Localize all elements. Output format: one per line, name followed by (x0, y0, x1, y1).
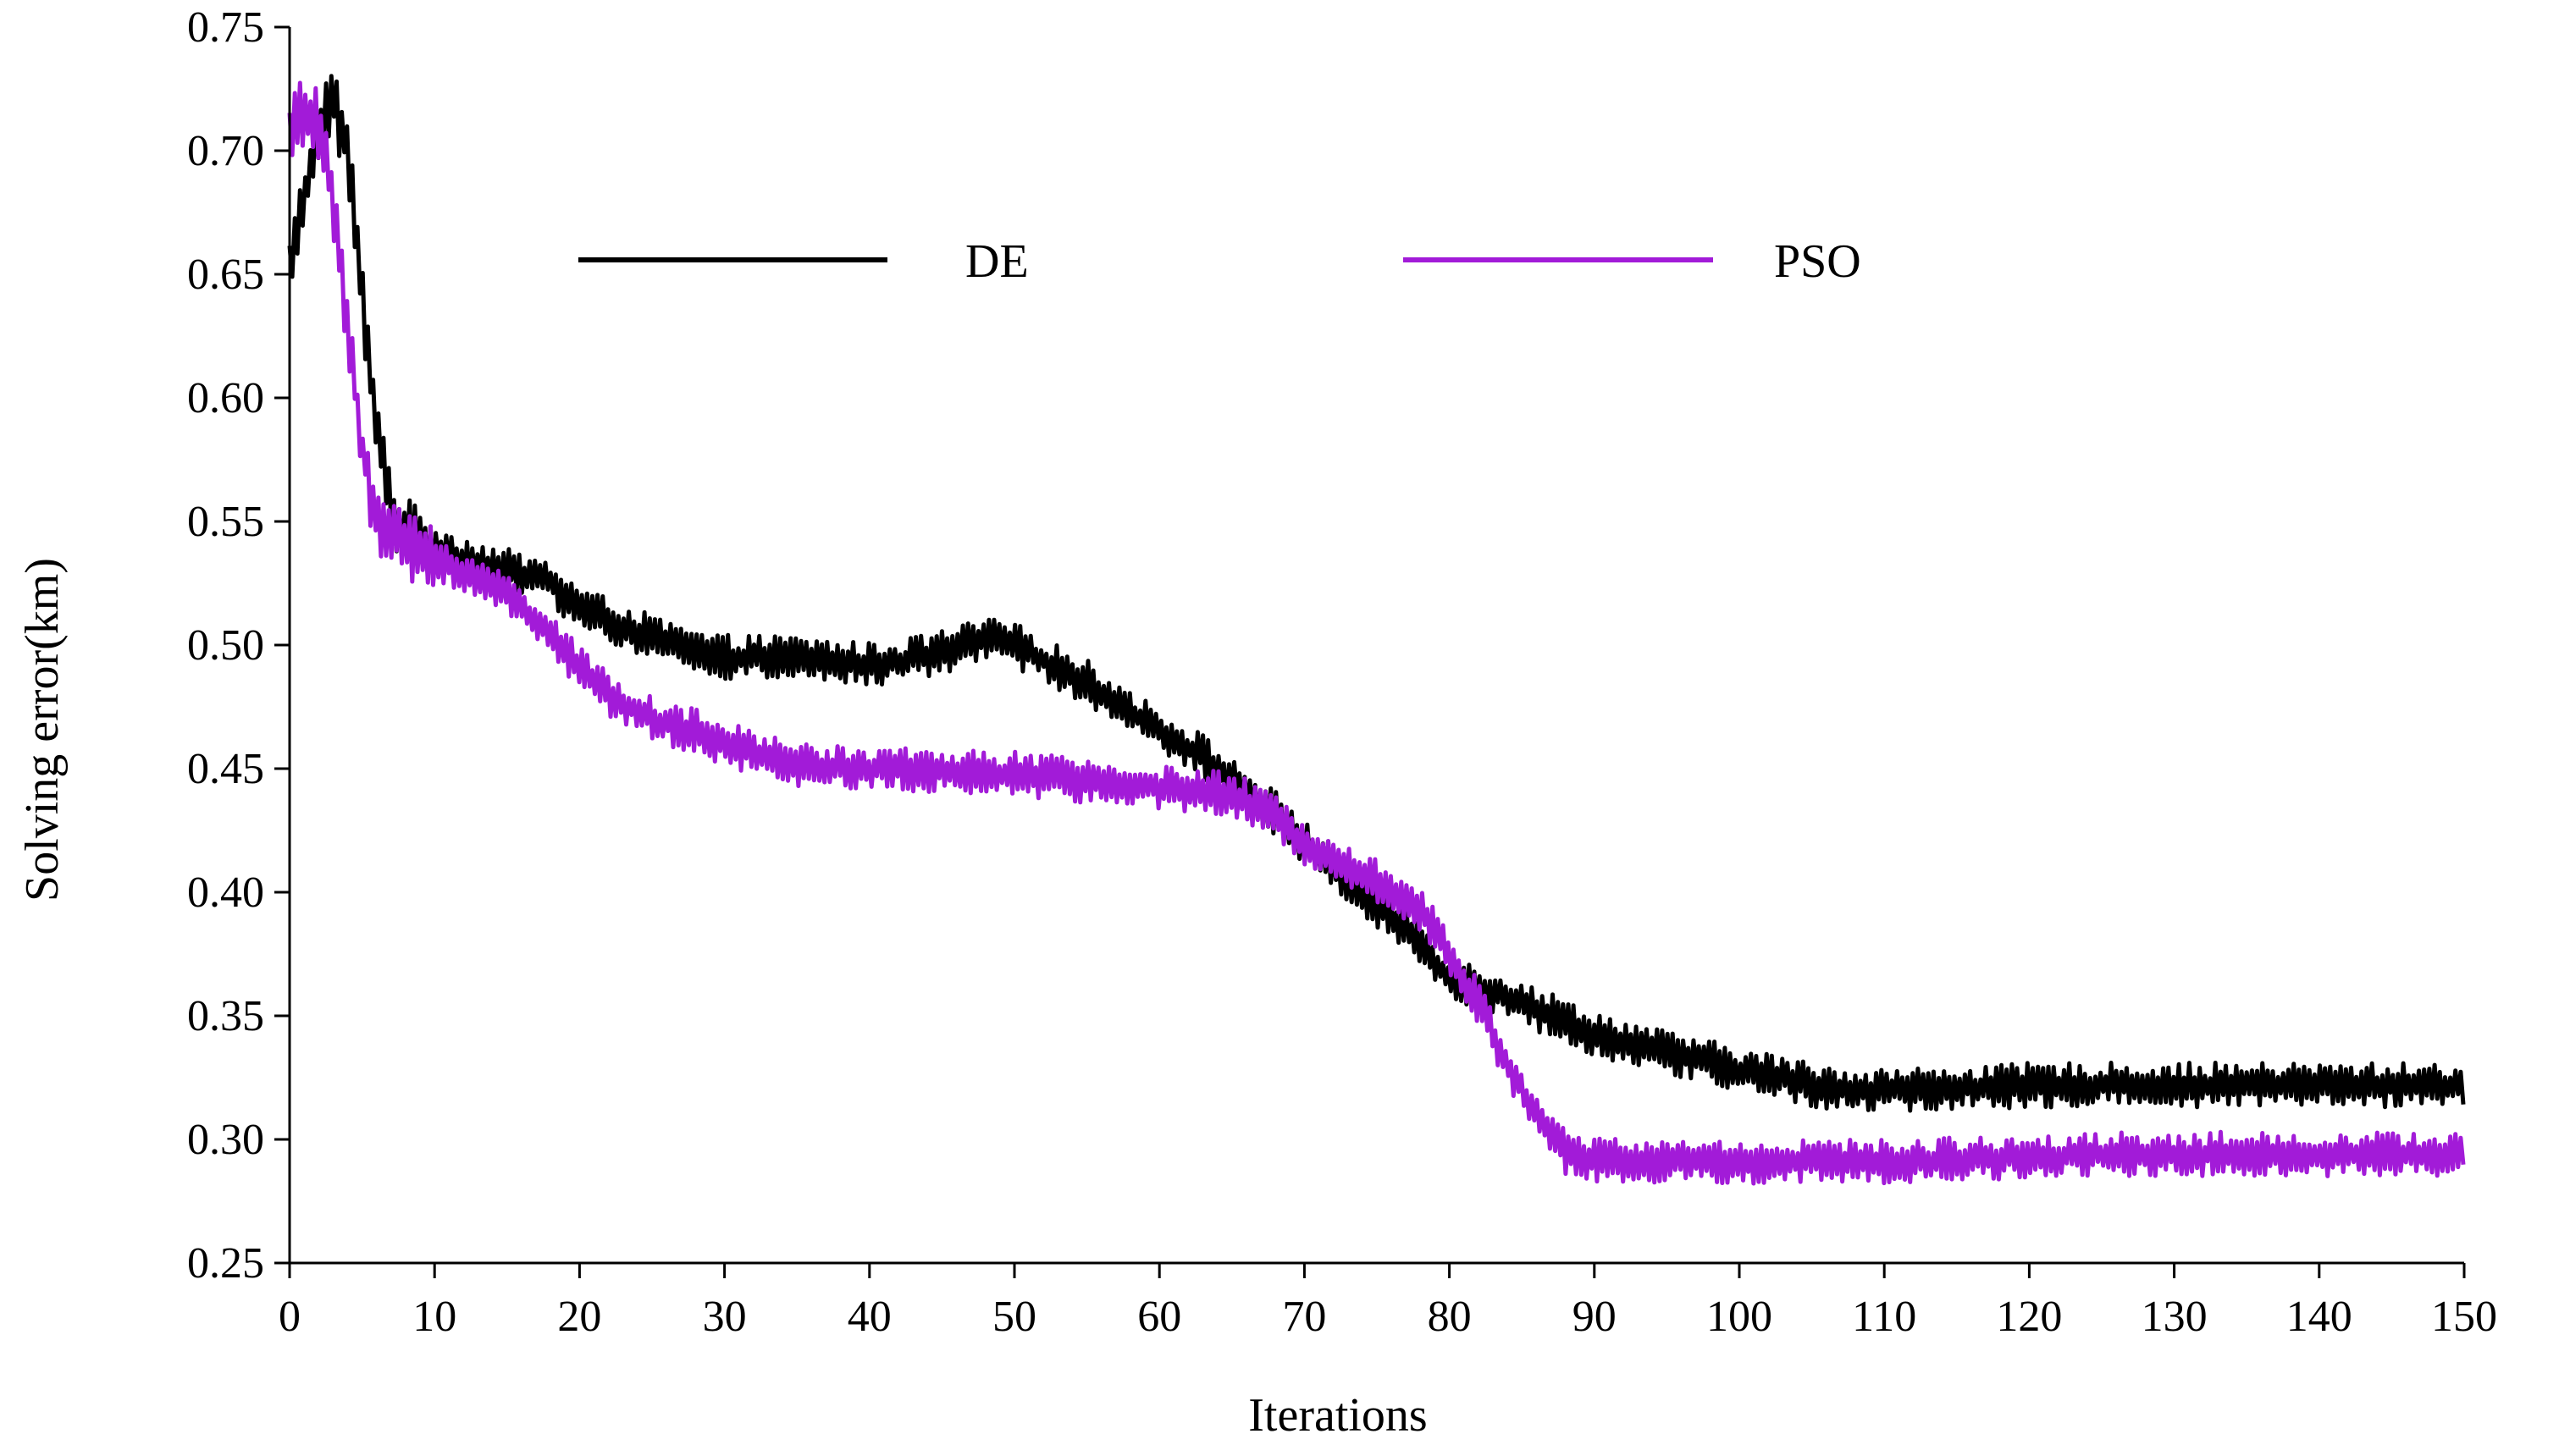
x-tick-label: 90 (1572, 1293, 1617, 1341)
series-layer (287, 74, 2466, 1186)
y-tick-label: 0.60 (187, 374, 264, 422)
x-tick-label: 70 (1282, 1293, 1326, 1341)
legend: DE PSO (578, 235, 1861, 288)
x-tick-label: 140 (2286, 1293, 2352, 1341)
x-tick-label: 0 (279, 1293, 301, 1341)
legend-label-pso: PSO (1774, 235, 1861, 288)
x-tick-label: 110 (1852, 1293, 1916, 1341)
x-tick-label: 20 (557, 1293, 601, 1341)
series-line-pso (287, 80, 2466, 1186)
x-tick-label: 60 (1137, 1293, 1181, 1341)
y-tick-label: 0.30 (187, 1116, 264, 1164)
y-tick-label: 0.35 (187, 992, 264, 1040)
x-tick-label: 150 (2431, 1293, 2497, 1341)
series-line-de (287, 74, 2466, 1113)
x-ticks: 0 10 20 30 40 50 60 70 80 90 100 110 120 130 140 150 (279, 1263, 2497, 1341)
y-tick-label: 0.45 (187, 745, 264, 793)
x-tick-label: 130 (2142, 1293, 2208, 1341)
y-ticks: 0.25 0.30 0.35 0.40 0.45 0.50 0.55 0.60 0.65 0.70… (187, 3, 290, 1288)
x-tick-label: 120 (1996, 1293, 2062, 1341)
y-tick-label: 0.40 (187, 869, 264, 917)
legend-label-de: DE (965, 235, 1029, 288)
x-tick-label: 40 (848, 1293, 892, 1341)
x-tick-label: 100 (1706, 1293, 1772, 1341)
y-tick-label: 0.65 (187, 251, 264, 299)
y-tick-label: 0.50 (187, 621, 264, 670)
y-tick-label: 0.25 (187, 1239, 264, 1288)
x-tick-label: 80 (1428, 1293, 1472, 1341)
y-tick-label: 0.55 (187, 498, 264, 546)
x-tick-label: 10 (412, 1293, 456, 1341)
x-tick-label: 50 (992, 1293, 1036, 1341)
x-tick-label: 30 (703, 1293, 747, 1341)
y-tick-label: 0.70 (187, 127, 264, 175)
x-axis-title: Iterations (1248, 1389, 1427, 1442)
y-axis-title: Solving error(km) (16, 558, 69, 902)
y-tick-label: 0.75 (187, 3, 264, 52)
